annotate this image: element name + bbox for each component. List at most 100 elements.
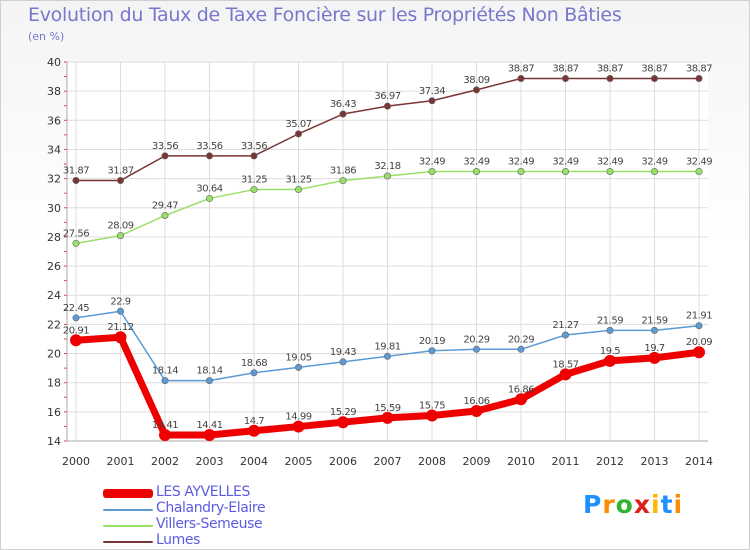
data-label: 16.86 (508, 384, 534, 395)
data-label: 37.34 (419, 86, 445, 97)
data-point (428, 97, 436, 105)
y-tick-label: 16 (47, 406, 61, 419)
data-label: 36.97 (374, 91, 400, 102)
data-point (561, 74, 569, 82)
data-point (161, 211, 169, 219)
data-point (159, 429, 171, 442)
data-point (114, 331, 127, 344)
data-point (339, 358, 347, 366)
data-point (559, 368, 572, 381)
logo-letter: t (660, 490, 674, 519)
y-tick-label: 28 (47, 231, 61, 244)
data-point (517, 167, 525, 175)
chart-title: Evolution du Taux de Taxe Foncière sur l… (28, 4, 622, 26)
proxiti-logo: Proxiti (583, 490, 683, 519)
data-point (206, 152, 214, 160)
data-label: 21.91 (686, 311, 712, 322)
data-label: 15.59 (374, 403, 400, 414)
data-label: 21.59 (597, 315, 623, 326)
x-tick-label: 2008 (418, 455, 446, 468)
y-tick-label: 36 (47, 114, 61, 127)
y-tick-label: 30 (47, 202, 61, 215)
legend-label: Chalandry-Elaire (156, 500, 266, 516)
data-label: 38.87 (641, 63, 667, 74)
data-label: 38.87 (508, 63, 534, 74)
data-point (383, 102, 391, 110)
data-point (470, 404, 483, 417)
data-point (292, 420, 305, 433)
x-tick-label: 2011 (552, 455, 580, 468)
data-label: 38.09 (463, 75, 489, 86)
data-label: 38.87 (597, 63, 623, 74)
data-label: 33.56 (241, 141, 267, 152)
data-point (561, 167, 569, 175)
y-tick-label: 40 (47, 56, 61, 69)
data-point (383, 352, 391, 360)
x-tick-label: 2009 (463, 455, 491, 468)
logo-letter: r (602, 490, 616, 519)
data-point (606, 167, 614, 175)
y-tick-label: 32 (47, 173, 61, 186)
data-point (70, 334, 82, 347)
x-tick-label: 2013 (641, 455, 669, 468)
x-tick-label: 2003 (196, 455, 224, 468)
data-point (472, 86, 480, 94)
data-label: 36.43 (330, 99, 356, 110)
data-point (695, 74, 703, 82)
logo-letter: o (615, 490, 634, 519)
data-point (203, 429, 216, 442)
x-tick-label: 2014 (685, 455, 713, 468)
data-point (337, 416, 349, 429)
y-tick-label: 14 (47, 435, 61, 448)
data-point (294, 186, 302, 194)
legend-label: Villers-Semeuse (156, 516, 263, 532)
data-point (206, 194, 214, 202)
data-point (117, 232, 125, 240)
y-tick-label: 18 (47, 377, 61, 390)
data-point (517, 345, 525, 353)
data-label: 20.91 (63, 325, 89, 336)
data-label: 19.5 (600, 346, 620, 357)
data-point (561, 331, 569, 339)
data-label: 21.27 (552, 320, 578, 331)
data-label: 33.56 (152, 141, 178, 152)
data-point (381, 411, 394, 424)
data-point (250, 186, 258, 194)
data-point (248, 424, 260, 437)
data-label: 20.09 (686, 337, 712, 348)
x-tick-label: 2000 (62, 455, 90, 468)
x-tick-label: 2007 (374, 455, 402, 468)
data-label: 31.87 (63, 166, 89, 177)
data-point (72, 177, 80, 185)
data-label: 35.07 (285, 119, 311, 130)
data-label: 38.87 (686, 63, 712, 74)
data-label: 18.14 (196, 366, 222, 377)
data-point (472, 167, 480, 175)
data-point (695, 322, 703, 330)
data-label: 27.56 (63, 228, 89, 239)
data-label: 31.25 (241, 175, 267, 186)
data-point (606, 74, 614, 82)
data-label: 21.59 (641, 315, 667, 326)
data-point (72, 239, 80, 247)
data-label: 15.75 (419, 400, 445, 411)
data-point (294, 363, 302, 371)
x-tick-label: 2001 (107, 455, 135, 468)
data-point (695, 167, 703, 175)
data-point (161, 152, 169, 160)
data-point (606, 326, 614, 334)
data-point (161, 377, 169, 385)
data-label: 19.43 (330, 347, 356, 358)
data-point (604, 354, 616, 367)
data-label: 30.64 (196, 183, 222, 194)
data-label: 32.49 (419, 156, 445, 167)
data-label: 20.29 (463, 334, 489, 345)
data-point (117, 177, 125, 185)
data-label: 31.86 (330, 166, 356, 177)
data-label: 21.12 (107, 322, 133, 333)
logo-letter: i (673, 490, 684, 519)
data-label: 18.68 (241, 358, 267, 369)
y-tick-label: 38 (47, 85, 61, 98)
legend-swatch (103, 489, 153, 498)
